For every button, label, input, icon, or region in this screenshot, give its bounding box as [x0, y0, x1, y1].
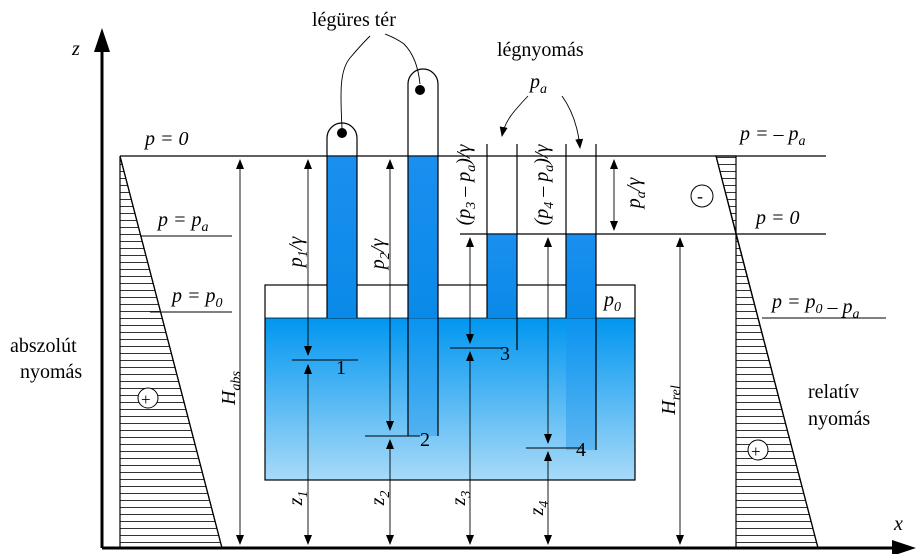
minus-sign-right: -	[697, 186, 703, 206]
closed-tube-1	[326, 122, 358, 318]
vacuum-callout: légüres tér	[312, 9, 421, 129]
pa-callout-label: pa	[528, 71, 547, 97]
z-axis-label: z	[71, 38, 80, 60]
z-axis-arrowhead	[94, 28, 110, 52]
relative-pressure-triangle	[715, 155, 819, 549]
point-2-label: 2	[420, 429, 430, 451]
plus-sign-left: +	[141, 390, 151, 409]
absolute-pressure-label-2: nyomás	[20, 361, 82, 383]
z1-label: z1	[285, 491, 311, 507]
point-numbers: 1 2 3 4	[336, 343, 586, 461]
point-4-label: 4	[576, 439, 586, 461]
z2-label: z2	[367, 491, 393, 507]
x-axis-arrowhead	[892, 540, 916, 554]
p1-gamma-label: p1/γ	[285, 236, 311, 270]
point-markers	[292, 347, 583, 449]
open-tube-3	[486, 144, 518, 350]
reference-lines	[120, 155, 886, 319]
relative-pressure-label-2: nyomás	[808, 408, 870, 430]
point-1-label: 1	[336, 357, 346, 379]
p2-gamma-label: p2/γ	[367, 238, 393, 272]
p-neg-pa-right-label: p = – pa	[738, 123, 806, 149]
relative-pressure-label-1: relatív	[808, 381, 859, 403]
tank-outline	[264, 284, 636, 481]
p-zero-right-label: p = 0	[754, 207, 800, 229]
right-pressure-labels: p = – pa p = 0 p = p0 – pa - relatív nyo…	[602, 123, 870, 461]
vacuum-label: légüres tér	[312, 9, 396, 31]
left-pressure-labels: p = 0 p = pa p = p0 abszolút nyomás +	[10, 128, 223, 409]
p-p0-pa-right-label: p = p0 – pa	[770, 291, 860, 322]
point-3-label: 3	[500, 343, 510, 365]
p3-pa-gamma-label: (p3 – pa)/γ	[453, 144, 479, 226]
open-tube-4	[565, 144, 597, 450]
p-zero-left-label: p = 0	[143, 128, 189, 150]
x-axis-label: x	[893, 513, 903, 535]
tank-p0-label: p0	[602, 289, 621, 315]
dimension-arrows	[236, 159, 684, 545]
atmospheric-callout: légnyomás pa	[497, 39, 584, 149]
p4-pa-gamma-label: (p4 – pa)/γ	[531, 144, 557, 226]
p-pa-left-label: p = pa	[156, 209, 209, 235]
p-p0-left-label: p = p0	[170, 285, 223, 311]
plus-sign-right: +	[751, 442, 761, 461]
closed-tube-2	[407, 68, 439, 436]
atmospheric-pressure-label: légnyomás	[497, 39, 584, 61]
absolute-pressure-label-1: abszolút	[10, 335, 77, 357]
absolute-pressure-triangle	[119, 155, 223, 549]
pa-gamma-label: pa/γ	[623, 177, 649, 211]
